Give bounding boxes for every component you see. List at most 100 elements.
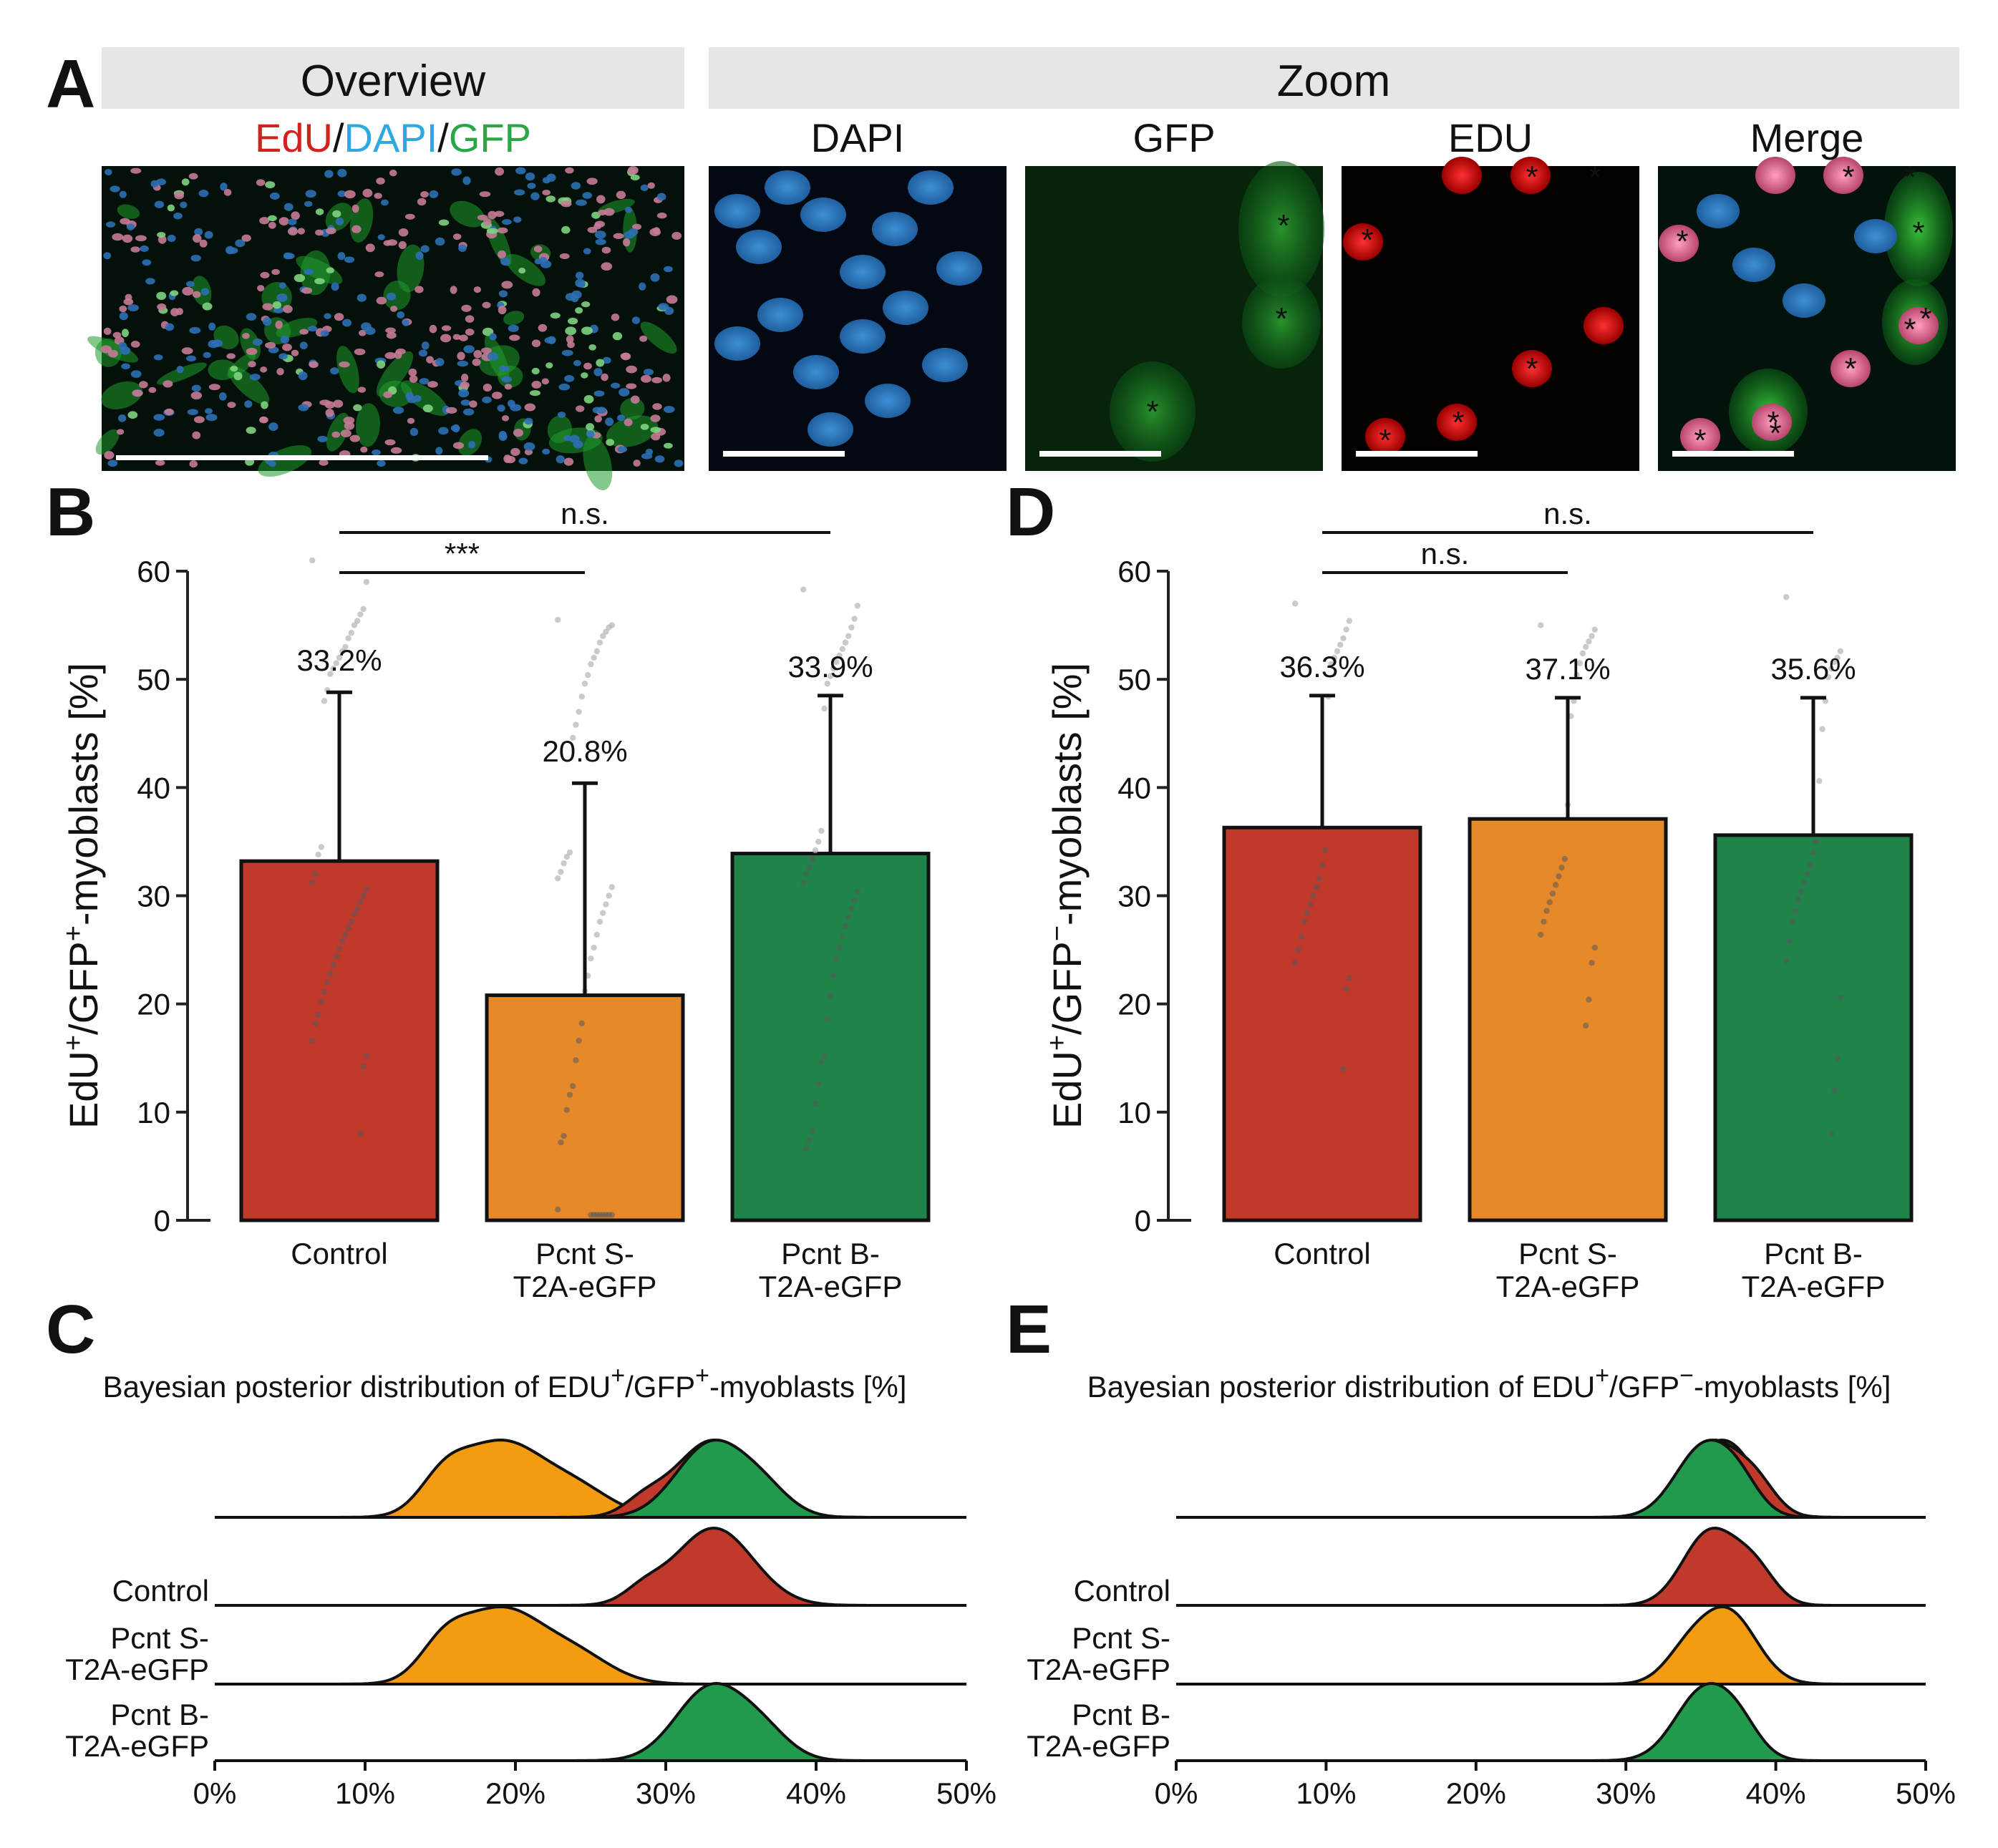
nucleus	[324, 401, 335, 409]
ridge-title-part: Bayesian posterior distribution of EDU	[103, 1370, 611, 1404]
nucleus	[276, 293, 288, 302]
data-point	[1825, 673, 1832, 681]
nucleus	[190, 254, 201, 262]
nucleus	[575, 271, 584, 280]
nucleus	[545, 362, 553, 369]
nucleus	[167, 204, 175, 212]
marker-asterisk: *	[1379, 423, 1391, 458]
zoom-image-edu: * * * * * *	[1342, 157, 1639, 471]
nucleus	[462, 408, 475, 416]
nucleus	[260, 366, 268, 373]
nucleus	[223, 188, 232, 196]
nucleus	[305, 190, 316, 198]
data-point	[354, 618, 361, 624]
nucleus	[182, 286, 194, 296]
nucleus	[653, 227, 661, 235]
data-point	[1583, 643, 1589, 651]
nucleus	[581, 372, 588, 379]
nucleus	[513, 428, 524, 437]
nucleus	[420, 245, 430, 253]
x-tick-label: 20%	[1446, 1776, 1506, 1810]
ridge-title-part: −	[1679, 1362, 1694, 1389]
y-axis-label: EdU+/GFP+-myoblasts [%]	[59, 663, 106, 1129]
nucleus	[583, 248, 591, 255]
cell-body	[208, 359, 238, 381]
data-point	[1828, 665, 1835, 672]
nucleus	[156, 291, 167, 301]
panel-letter-c: C	[46, 1291, 95, 1368]
nucleus	[119, 305, 127, 313]
nucleus	[377, 360, 386, 369]
nucleus	[501, 281, 513, 289]
nucleus	[532, 288, 540, 297]
nucleus	[383, 240, 392, 246]
data-point	[809, 1128, 816, 1135]
nucleus	[501, 376, 513, 383]
nucleus	[269, 192, 280, 200]
panel-letter-e: E	[1006, 1291, 1052, 1368]
nucleus	[1659, 225, 1699, 262]
zoom-label-dapi: DAPI	[811, 115, 905, 160]
data-point	[566, 1091, 573, 1098]
nucleus	[565, 326, 577, 336]
data-point	[818, 827, 825, 835]
nucleus	[601, 373, 608, 381]
nucleus	[208, 384, 220, 391]
overview-header-bg	[102, 47, 684, 109]
nucleus	[654, 455, 665, 463]
nucleus	[193, 234, 202, 243]
data-point	[1783, 594, 1790, 600]
nucleus	[538, 324, 548, 332]
nucleus	[337, 190, 346, 198]
bar	[1222, 825, 1422, 1222]
nucleus	[116, 429, 125, 435]
data-point	[357, 1130, 364, 1137]
nucleus	[121, 363, 130, 369]
data-point	[576, 1037, 582, 1044]
nucleus	[260, 271, 270, 278]
y-tick-label: 60	[137, 555, 170, 588]
data-point	[854, 603, 861, 609]
label-slash: /	[437, 115, 449, 160]
nucleus	[460, 374, 469, 382]
y-axis-label-part: /GFP	[1044, 941, 1090, 1035]
nucleus	[613, 233, 624, 239]
data-point	[606, 893, 612, 899]
nucleus	[662, 374, 671, 382]
marker-asterisk: *	[1452, 405, 1464, 440]
nucleus	[415, 251, 424, 261]
nucleus	[142, 259, 152, 266]
marker-asterisk: *	[1361, 223, 1373, 258]
scale-bar	[723, 451, 845, 457]
zoom-header-bg	[709, 47, 1959, 109]
data-point	[1298, 933, 1304, 940]
nucleus	[386, 292, 397, 301]
nucleus	[394, 351, 402, 359]
nucleus	[498, 306, 507, 315]
x-tick-label: 0%	[1155, 1776, 1198, 1810]
data-point	[806, 1137, 813, 1144]
x-tick-label: 20%	[485, 1776, 545, 1810]
nucleus	[736, 230, 782, 264]
nucleus	[581, 301, 591, 308]
data-point	[555, 616, 561, 623]
nucleus	[307, 326, 318, 332]
nucleus	[500, 257, 510, 266]
nucleus	[265, 341, 276, 349]
nucleus	[571, 182, 581, 190]
nucleus	[304, 200, 313, 208]
nucleus	[563, 435, 572, 442]
data-point	[1586, 996, 1592, 1003]
data-point	[1301, 918, 1308, 925]
data-point	[596, 918, 603, 925]
nucleus	[404, 213, 415, 220]
data-point	[342, 643, 349, 651]
y-tick-label: 60	[1117, 555, 1151, 588]
value-label: 20.8%	[542, 734, 627, 768]
nucleus	[492, 392, 503, 399]
x-tick-label: 10%	[1296, 1776, 1356, 1810]
nucleus	[249, 374, 261, 381]
data-point	[1573, 671, 1580, 679]
nucleus	[575, 307, 583, 314]
nucleus	[936, 251, 982, 286]
